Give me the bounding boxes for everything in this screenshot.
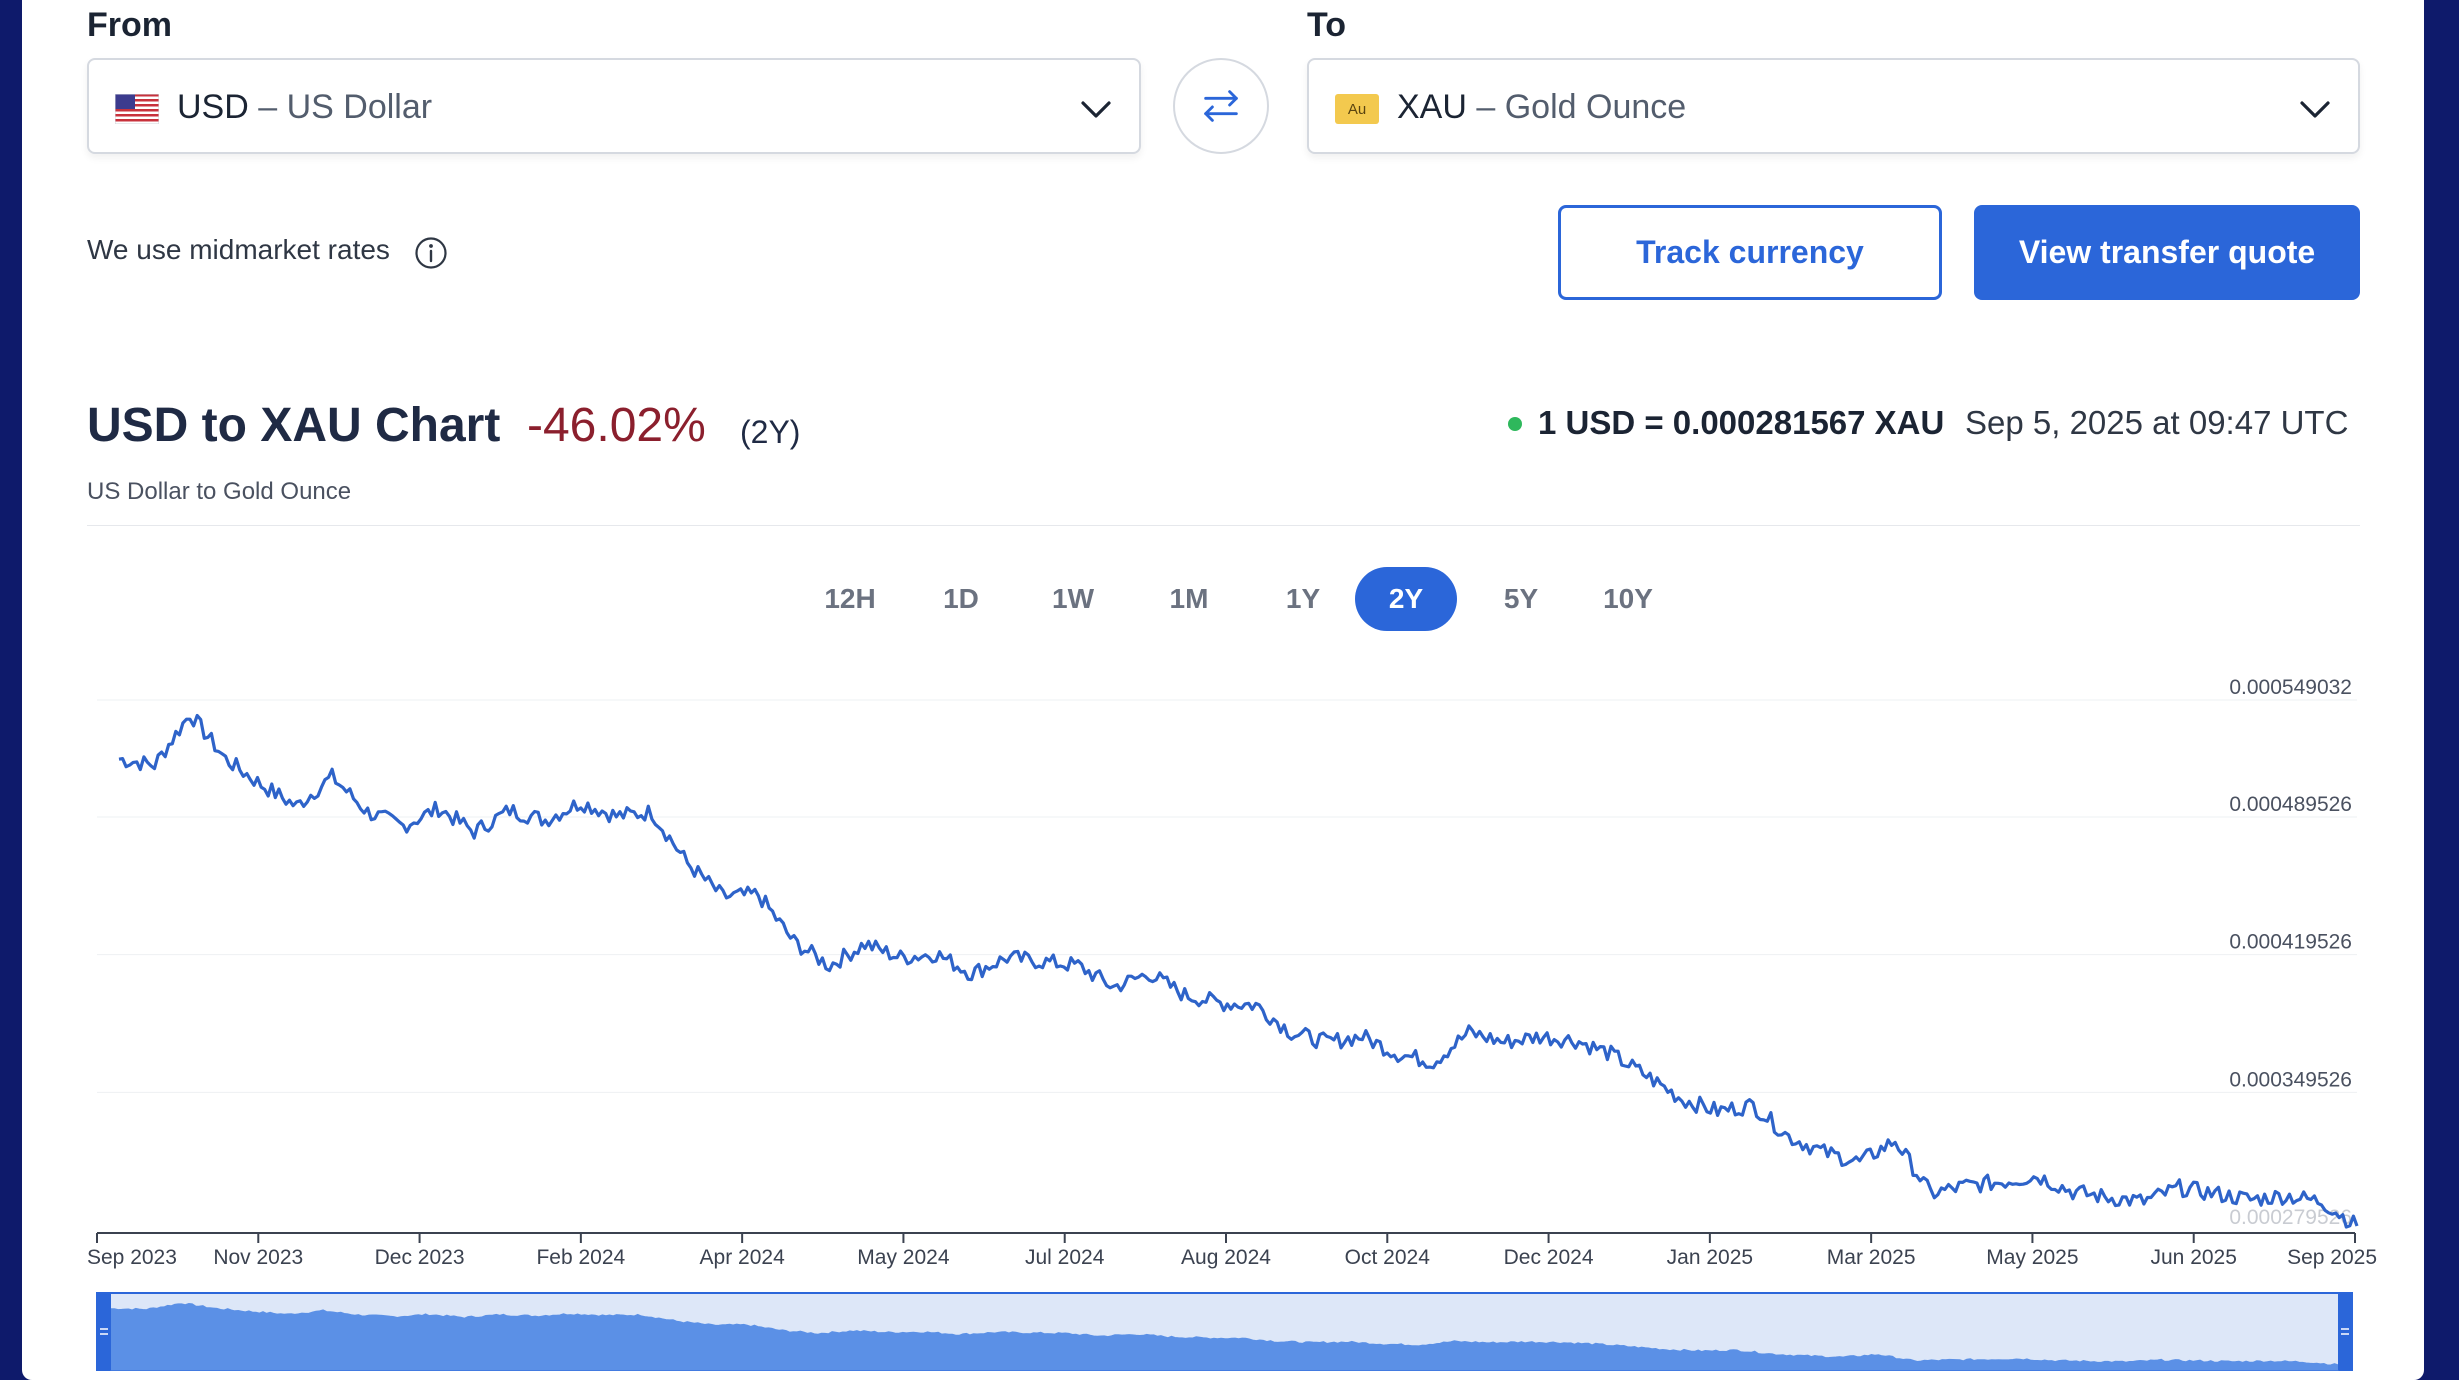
rate-series-line (118, 713, 2359, 1229)
from-separator: – (248, 88, 287, 126)
change-percent: -46.02% (527, 399, 706, 452)
us-flag-icon (115, 94, 159, 124)
swap-currencies-button[interactable] (1173, 58, 1269, 154)
y-tick-label: 0.000349526 (2229, 1068, 2352, 1091)
from-currency-name: US Dollar (286, 88, 433, 126)
current-rate: 1 USD = 0.000281567 XAU (1538, 404, 1945, 441)
range-tab-10y[interactable]: 10Y (1603, 583, 1653, 614)
x-tick-label: Nov 2023 (213, 1246, 303, 1269)
header-divider (87, 525, 2360, 526)
gold-ounce-icon: Au (1335, 94, 1379, 124)
info-icon[interactable] (414, 236, 448, 270)
navigator-left-handle[interactable] (97, 1293, 111, 1370)
svg-text:Au: Au (1348, 101, 1366, 118)
x-tick-label: Aug 2024 (1181, 1246, 1271, 1269)
x-tick-label: Apr 2024 (700, 1246, 786, 1269)
y-tick-label: 0.000489526 (2229, 793, 2352, 816)
range-tab-5y[interactable]: 5Y (1503, 583, 1539, 614)
x-tick-label: Sep 2025 (2287, 1246, 2377, 1269)
range-tab-12h[interactable]: 12H (824, 583, 876, 614)
x-tick-label: Sep 2023 (87, 1246, 177, 1269)
x-tick-label: Mar 2025 (1827, 1246, 1916, 1269)
track-currency-button[interactable]: Track currency (1558, 205, 1942, 300)
x-tick-label: Feb 2024 (536, 1246, 625, 1269)
from-currency-code: USD (177, 88, 249, 126)
range-tab-1d[interactable]: 1D (943, 583, 979, 614)
x-tick-label: Oct 2024 (1345, 1246, 1431, 1269)
x-tick-label: Dec 2024 (1504, 1246, 1594, 1269)
change-period: (2Y) (740, 414, 801, 450)
y-tick-label: 0.000419526 (2229, 931, 2352, 954)
chevron-down-icon[interactable] (2298, 92, 2332, 126)
navigator-right-handle[interactable] (2338, 1293, 2352, 1370)
rate-chart[interactable]: 0.000549032 0.000489526 0.000419526 0.00034… (22, 0, 2424, 1380)
y-tick-label: 0.000549032 (2229, 676, 2352, 699)
x-tick-label: May 2024 (857, 1246, 950, 1269)
x-tick-label: May 2025 (1986, 1246, 2078, 1269)
range-tab-2y[interactable]: 2Y (1355, 567, 1457, 631)
range-tab-1y[interactable]: 1Y (1285, 583, 1321, 614)
y-tick-label: 0.000279526 (2229, 1206, 2352, 1229)
x-tick-label: Jun 2025 (2151, 1246, 2237, 1269)
from-currency-select[interactable]: USD – US Dollar (87, 58, 1141, 154)
range-tab-1w[interactable]: 1W (1052, 583, 1094, 614)
converter-page: From USD – US Dollar To (22, 0, 2424, 1380)
rate-timestamp: Sep 5, 2025 at 09:47 UTC (1965, 404, 2349, 441)
to-separator: – (1466, 88, 1505, 126)
to-currency-select[interactable]: Au XAU – Gold Ounce (1307, 58, 2360, 154)
chart-subtitle: US Dollar to Gold Ounce (87, 478, 352, 505)
range-tab-1m[interactable]: 1M (1169, 583, 1209, 614)
midmarket-note: We use midmarket rates (87, 234, 390, 265)
from-label: From (87, 6, 172, 44)
view-transfer-quote-button[interactable]: View transfer quote (1974, 205, 2360, 300)
chart-title: USD to XAU Chart (87, 399, 501, 452)
x-tick-label: Dec 2023 (375, 1246, 465, 1269)
x-tick-label: Jan 2025 (1667, 1246, 1753, 1269)
x-tick-label: Jul 2024 (1025, 1246, 1105, 1269)
navigator-area (110, 1302, 2339, 1371)
swap-arrows-icon (1204, 90, 1238, 122)
chevron-down-icon[interactable] (1079, 92, 1113, 126)
live-indicator-dot (1508, 417, 1522, 431)
to-label: To (1307, 6, 1347, 44)
to-currency-code: XAU (1397, 88, 1467, 126)
to-currency-name: Gold Ounce (1504, 88, 1687, 126)
